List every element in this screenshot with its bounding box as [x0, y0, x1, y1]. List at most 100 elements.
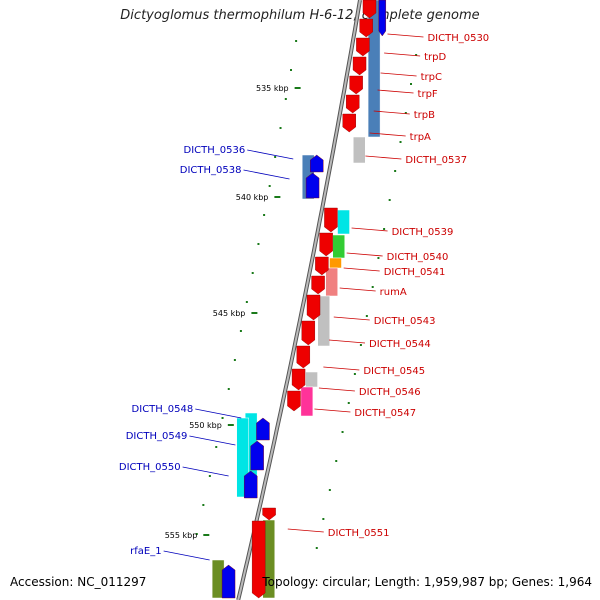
label-leader: [373, 110, 410, 115]
guide-dot: [399, 141, 402, 143]
label-leader: [189, 435, 236, 446]
guide-dot: [335, 460, 338, 462]
map-title: Dictyoglomus thermophilum H-6-12, comple…: [120, 8, 480, 23]
guide-dot: [315, 547, 318, 549]
guide-dot: [195, 533, 198, 535]
gene-label: rumA: [380, 287, 407, 298]
gene-label: DICTH_0544: [369, 339, 431, 350]
label-leader: [195, 408, 242, 419]
category-box: [332, 234, 346, 259]
guide-dot: [377, 257, 380, 259]
label-leader: [323, 366, 360, 371]
gene-label: trpF: [418, 89, 438, 100]
gene-label: rfaE_1: [130, 546, 161, 557]
label-leader: [377, 89, 414, 94]
label-leader: [365, 155, 402, 160]
guide-dot: [371, 286, 374, 288]
guide-dot: [268, 185, 271, 187]
guide-dot: [383, 228, 386, 230]
forward-gene-arrow: [221, 564, 236, 599]
gene-label: DICTH_0549: [126, 431, 188, 442]
gene-label: DICTH_0546: [359, 387, 421, 398]
gene-labels: DICTH_0530 trpD trpC trpF trpB trpA DICTH_0537…: [119, 33, 489, 557]
gene-label: DICTH_0538: [180, 165, 242, 176]
category-box: [337, 209, 350, 235]
gene-label: DICTH_0540: [387, 252, 449, 263]
category-box: [305, 371, 318, 388]
label-leader: [369, 132, 406, 137]
guide-dot: [221, 417, 224, 419]
guide-dot: [279, 127, 282, 129]
forward-gene-arrow: [256, 417, 270, 441]
scale-tick-label: 555 kbp: [165, 531, 198, 540]
forward-gene-arrow: [305, 172, 320, 199]
guide-dot: [233, 359, 236, 361]
bp-guide-dots: [195, 40, 418, 549]
label-leader: [380, 72, 417, 77]
reverse-gene-arrow: [349, 75, 363, 95]
guide-dot: [208, 475, 211, 477]
guide-dot: [365, 315, 368, 317]
reverse-gene-arrow: [352, 56, 367, 76]
guide-dot: [215, 446, 218, 448]
scale-ticks: 535 kbp 540 kbp 545 kbp 550 kbp 555 kbp: [165, 84, 301, 540]
gene-label: DICTH_0551: [328, 528, 390, 539]
scale-tick-label: 540 kbp: [236, 193, 269, 202]
guide-dot: [245, 301, 248, 303]
gene-label: trpC: [421, 72, 442, 83]
label-leader: [287, 528, 324, 533]
reverse-gene-arrow: [378, 0, 386, 37]
label-leader: [328, 339, 366, 344]
gene-label: DICTH_0543: [374, 316, 436, 327]
gene-label: DICTH_0541: [384, 267, 446, 278]
label-leader: [387, 33, 424, 38]
gene-arrows: [221, 0, 386, 599]
category-box: [325, 267, 338, 297]
reverse-gene-arrow: [319, 232, 333, 257]
guide-dot: [202, 504, 205, 506]
reverse-gene-arrow: [251, 520, 266, 599]
guide-dot: [328, 489, 331, 491]
label-leader: [346, 252, 383, 257]
guide-dot: [322, 518, 325, 520]
accession-text: Accession: NC_011297: [10, 575, 147, 589]
label-leader: [384, 52, 421, 57]
reverse-gene-arrow: [359, 18, 373, 38]
guide-dot: [353, 373, 356, 375]
reverse-gene-arrow: [356, 37, 370, 57]
gene-label: DICTH_0539: [392, 227, 454, 238]
label-leader: [314, 408, 351, 413]
gene-label: trpA: [410, 132, 431, 143]
gene-label: DICTH_0548: [132, 404, 194, 415]
scale-tick-label: 545 kbp: [213, 309, 246, 318]
genome-backbone: [236, 0, 362, 600]
gene-label: trpB: [414, 110, 435, 121]
gene-label: DICTH_0545: [363, 366, 425, 377]
gene-label: DICTH_0537: [405, 155, 467, 166]
label-leader: [339, 287, 376, 292]
backbone-highlight: [237, 0, 361, 600]
gene-label: DICTH_0547: [354, 408, 416, 419]
label-leader: [243, 169, 290, 180]
guide-dot: [251, 272, 254, 274]
guide-dot: [227, 388, 230, 390]
reverse-gene-arrow: [262, 507, 276, 521]
category-box: [367, 0, 381, 138]
reverse-gene-arrow: [311, 275, 325, 295]
forward-gene-arrow: [250, 440, 264, 471]
gene-label: DICTH_0536: [184, 145, 246, 156]
gene-label: trpD: [424, 52, 446, 63]
reverse-gene-arrow: [324, 207, 338, 233]
reverse-gene-arrow: [296, 345, 311, 369]
reverse-gene-arrow: [287, 390, 301, 412]
reverse-gene-arrow: [342, 113, 356, 133]
guide-dot: [290, 69, 293, 71]
scale-tick-label: 550 kbp: [189, 421, 222, 430]
label-leader: [182, 466, 229, 477]
guide-dot: [295, 40, 298, 42]
reverse-gene-arrow: [362, 0, 377, 19]
guide-dot: [410, 83, 413, 85]
guide-dot: [284, 98, 287, 100]
reverse-gene-arrow: [301, 320, 315, 346]
